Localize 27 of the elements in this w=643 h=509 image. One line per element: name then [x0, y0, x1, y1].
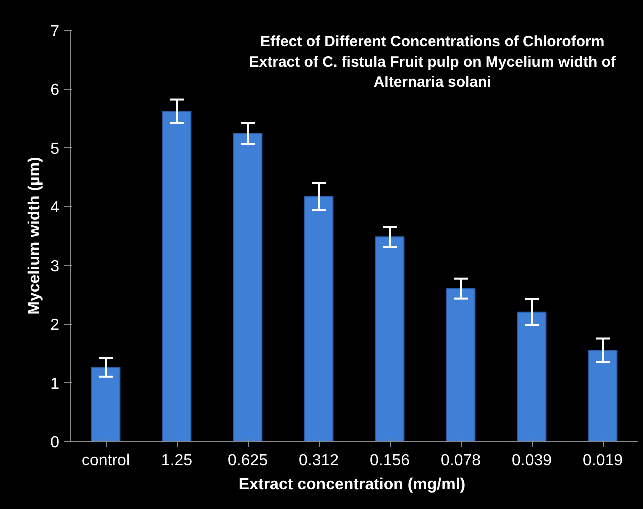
bar [233, 133, 263, 442]
bar [375, 236, 405, 442]
bar [91, 367, 121, 442]
y-tick-label: 6 [50, 82, 60, 100]
y-tick-label: 3 [50, 258, 60, 276]
x-axis-title: Extract concentration (mg/ml) [238, 476, 466, 494]
x-tick-label: 0.625 [228, 452, 268, 470]
x-tick-label: 0.039 [512, 452, 552, 470]
y-tick-label: 0 [50, 434, 60, 452]
y-tick-label: 5 [50, 140, 60, 158]
y-tick-label: 4 [50, 200, 60, 217]
y-tick-label: 7 [50, 24, 60, 40]
x-tick-label: 0.078 [440, 452, 482, 470]
x-tick-label: 1.25 [161, 452, 193, 470]
bar [304, 196, 334, 442]
x-tick-label: 0.312 [298, 452, 340, 470]
y-tick-label: 1 [50, 376, 60, 393]
y-tick-label: 2 [50, 317, 60, 334]
x-tick-label: 0.019 [582, 452, 624, 470]
text: Effect of Different Concentrations of Chloroform Extract of C. fistula Fruit pulp on Mycelium width of Alternaria solani [249, 33, 617, 92]
bar [162, 111, 192, 442]
bar [446, 288, 476, 442]
x-tick-label: control [82, 452, 130, 470]
y-axis-title: Mycelium width (µm) [26, 157, 44, 315]
bar [588, 350, 618, 442]
bar [517, 312, 547, 442]
x-tick-label: 0.156 [370, 452, 410, 470]
